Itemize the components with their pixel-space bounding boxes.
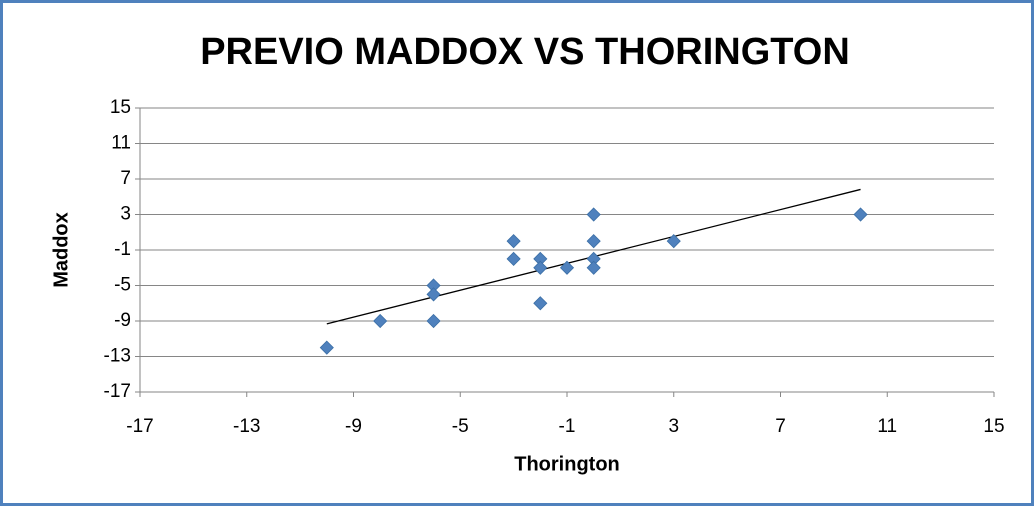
y-tick-label: -9 — [114, 310, 131, 331]
y-tick-label: -17 — [104, 381, 131, 402]
point — [586, 207, 601, 222]
y-tick-label: -1 — [114, 239, 131, 260]
x-tick-label: 7 — [775, 416, 786, 437]
y-axis-label: Maddox — [50, 212, 72, 288]
y-tick-label: 15 — [110, 97, 131, 118]
point — [426, 313, 441, 329]
point — [373, 313, 388, 329]
x-tick-label: 3 — [668, 416, 679, 437]
point — [533, 260, 548, 275]
point — [559, 260, 575, 275]
y-tick-label: 11 — [111, 133, 131, 154]
point — [506, 234, 521, 249]
x-tick-label: 11 — [877, 416, 897, 437]
x-tick-label: -1 — [559, 416, 576, 437]
x-tick-label: -17 — [126, 416, 153, 437]
point — [586, 260, 601, 275]
x-tick-label: -9 — [345, 416, 362, 437]
x-axis-label: Thorington — [514, 453, 620, 475]
x-tick-label: 15 — [983, 416, 1004, 437]
y-tick-label: -13 — [104, 346, 131, 367]
y-tick-label: -5 — [114, 275, 131, 296]
point — [533, 296, 548, 311]
point — [586, 234, 601, 249]
point — [853, 207, 868, 222]
x-tick-label: -13 — [233, 416, 260, 437]
point — [319, 340, 334, 355]
point — [426, 287, 441, 302]
point — [666, 234, 681, 249]
y-tick-label: 3 — [120, 204, 131, 225]
y-tick-label: 7 — [120, 168, 131, 189]
point — [506, 251, 521, 266]
x-tick-label: -5 — [452, 416, 469, 437]
chart-title: PREVIO MADDOX VS THORINGTON — [200, 31, 850, 73]
